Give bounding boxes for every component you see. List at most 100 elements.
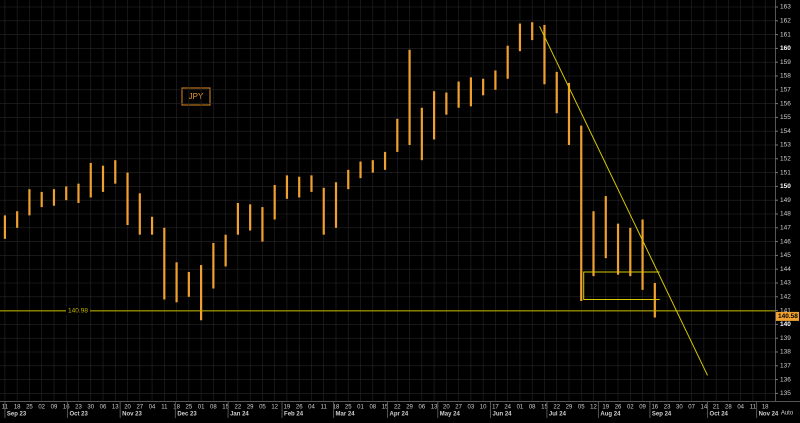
x-tick-label: 24 — [504, 405, 511, 411]
y-tick-label: 154 — [780, 128, 791, 135]
x-tick-label: 12 — [590, 405, 597, 411]
x-tick-label: 28 — [725, 405, 732, 411]
x-tick-label: 08 — [369, 405, 376, 411]
x-tick-label: 25 — [186, 405, 193, 411]
y-tick-label: 141 — [780, 307, 791, 314]
month-label: Jan 24 — [230, 412, 249, 418]
x-tick-label: 01 — [357, 405, 364, 411]
x-tick-label: 06 — [418, 405, 425, 411]
x-tick-label: 01 — [198, 405, 205, 411]
x-tick-label: 18 — [333, 405, 340, 411]
x-tick-label: 15 — [541, 405, 548, 411]
x-tick-label: 18 — [14, 405, 21, 411]
x-tick-label: 08 — [210, 405, 217, 411]
x-tick-label: 09 — [639, 405, 646, 411]
month-label: Jul 24 — [549, 412, 567, 418]
x-tick-label: 18 — [173, 405, 180, 411]
y-tick-label: 139 — [780, 335, 791, 342]
x-tick-label: 03 — [468, 405, 475, 411]
x-tick-label: 14 — [701, 405, 708, 411]
x-tick-label: 19 — [284, 405, 291, 411]
x-tick-label: 12 — [271, 405, 278, 411]
y-tick-label: 158 — [780, 73, 791, 80]
reference-label-bg — [66, 306, 90, 315]
y-tick-label: 140 — [780, 321, 791, 328]
x-tick-label: 27 — [455, 405, 462, 411]
x-tick-label: 04 — [308, 405, 315, 411]
x-tick-label: 05 — [578, 405, 585, 411]
x-tick-label: 16 — [63, 405, 70, 411]
x-tick-label: 29 — [247, 405, 254, 411]
y-tick-label: 147 — [780, 225, 791, 232]
x-tick-label: 11 — [161, 405, 168, 411]
x-tick-label: 17 — [492, 405, 499, 411]
x-tick-label: 06 — [100, 405, 107, 411]
month-label: Feb 24 — [284, 412, 304, 418]
x-tick-label: 25 — [345, 405, 352, 411]
x-tick-label: 21 — [713, 405, 720, 411]
month-label: Oct 24 — [710, 412, 729, 418]
reference-label: 140.98 — [68, 308, 88, 315]
y-tick-label: 146 — [780, 238, 791, 245]
x-tick-label: 10 — [480, 405, 487, 411]
x-axis-mode: Auto — [781, 411, 794, 417]
y-tick-label: 159 — [780, 59, 791, 66]
y-tick-label: 138 — [780, 349, 791, 356]
y-tick-label: 156 — [780, 100, 791, 107]
month-label: Jun 24 — [493, 412, 513, 418]
x-tick-label: 02 — [38, 405, 45, 411]
month-label: Oct 23 — [69, 412, 88, 418]
month-label: May 24 — [440, 412, 461, 418]
x-tick-label: 04 — [737, 405, 744, 411]
x-tick-label: 15 — [222, 405, 229, 411]
y-tick-label: 157 — [780, 87, 791, 94]
month-label: Apr 24 — [390, 412, 409, 418]
x-tick-label: 01 — [517, 405, 524, 411]
x-tick-label: 13 — [112, 405, 119, 411]
y-tick-label: 150 — [780, 183, 791, 190]
x-tick-label: 05 — [259, 405, 266, 411]
y-tick-label: 161 — [780, 31, 791, 38]
annotation: JPY — [189, 92, 204, 101]
y-tick-label: 162 — [780, 18, 791, 25]
x-tick-label: 18 — [762, 405, 769, 411]
x-tick-label: 11 — [321, 405, 328, 411]
month-label: Aug 24 — [600, 412, 621, 418]
last-price-tag — [776, 311, 799, 321]
y-tick-label: 144 — [780, 266, 791, 273]
y-tick-label: 155 — [780, 114, 791, 121]
trendline — [539, 26, 709, 376]
month-label: Nov 24 — [759, 412, 779, 418]
x-tick-label: 25 — [26, 405, 33, 411]
x-tick-label: 26 — [615, 405, 622, 411]
x-tick-label: 26 — [296, 405, 303, 411]
y-tick-label: 135 — [780, 390, 791, 397]
x-tick-label: 07 — [688, 405, 695, 411]
last-price-label: 140.58 — [778, 313, 798, 320]
x-tick-label: 30 — [87, 405, 94, 411]
range-box — [583, 271, 660, 301]
y-tick-label: 151 — [780, 169, 791, 176]
y-tick-label: 153 — [780, 142, 791, 149]
y-tick-label: 163 — [780, 4, 791, 11]
x-tick-label: 15 — [382, 405, 389, 411]
x-tick-label: 29 — [566, 405, 573, 411]
y-tick-label: 152 — [780, 156, 791, 163]
month-label: Mar 24 — [336, 412, 356, 418]
x-tick-label: 04 — [149, 405, 156, 411]
y-tick-label: 137 — [780, 363, 791, 370]
x-tick-label: 13 — [431, 405, 438, 411]
x-tick-label: 08 — [529, 405, 536, 411]
x-tick-label: 20 — [124, 405, 131, 411]
y-tick-label: 149 — [780, 197, 791, 204]
x-tick-label: 23 — [75, 405, 82, 411]
y-tick-label: 145 — [780, 252, 791, 259]
x-tick-label: 30 — [676, 405, 683, 411]
month-label: Dec 23 — [177, 412, 197, 418]
x-tick-label: 02 — [627, 405, 634, 411]
y-tick-label: 143 — [780, 280, 791, 287]
x-tick-label: 16 — [651, 405, 658, 411]
x-tick-label: 27 — [136, 405, 143, 411]
annotation-box — [181, 87, 211, 106]
